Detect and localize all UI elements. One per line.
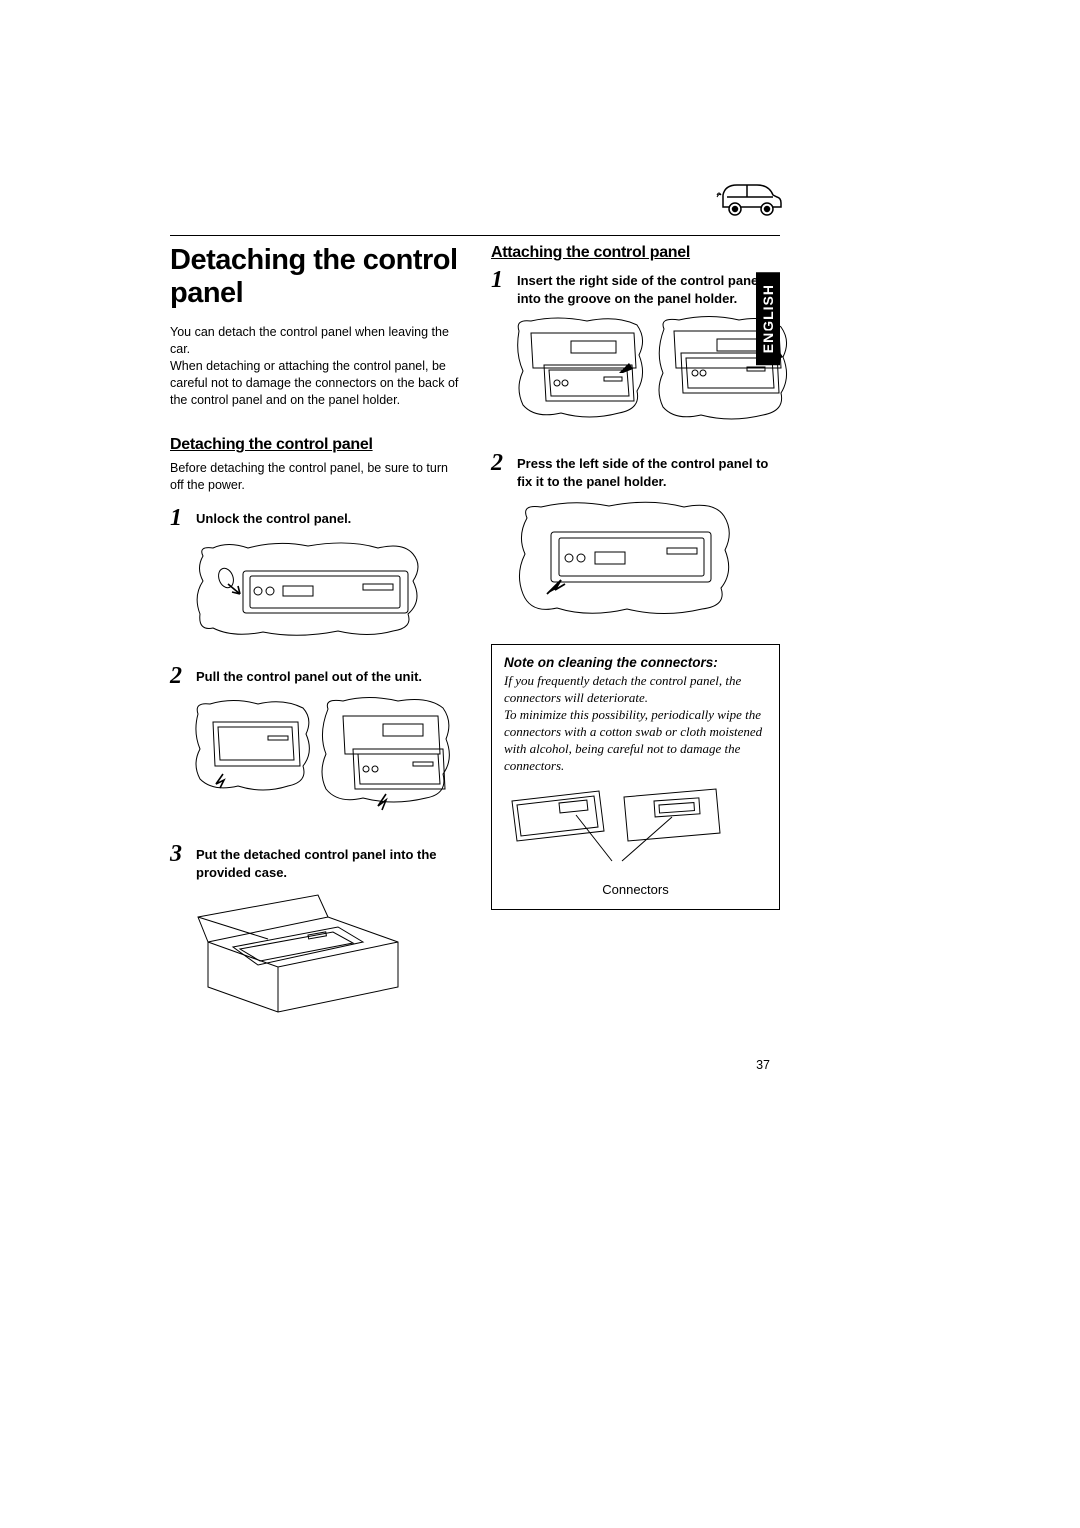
- left-column: Detaching the control panel You can deta…: [170, 244, 459, 1035]
- page-title: Detaching the control panel: [170, 244, 459, 310]
- step-number: 2: [491, 451, 509, 475]
- pull-diagram: [188, 694, 459, 824]
- detach-step-2: 2 Pull the control panel out of the unit…: [170, 664, 459, 688]
- step-number: 3: [170, 842, 188, 866]
- attach-step-2: 2 Press the left side of the control pan…: [491, 451, 780, 490]
- page-number: 37: [756, 1058, 770, 1072]
- attach-section-title: Attaching the control panel: [491, 244, 780, 262]
- step-number: 1: [170, 506, 188, 530]
- connectors-label: Connectors: [504, 882, 767, 897]
- step-text: Insert the right side of the control pan…: [517, 268, 780, 307]
- detach-step-3: 3 Put the detached control panel into th…: [170, 842, 459, 881]
- right-column: Attaching the control panel 1 Insert the…: [491, 244, 780, 1035]
- cleaning-note-box: Note on cleaning the connectors: If you …: [491, 644, 780, 909]
- note-title: Note on cleaning the connectors:: [504, 655, 767, 670]
- car-icon: [715, 175, 785, 220]
- step-text: Put the detached control panel into the …: [196, 842, 459, 881]
- unlock-diagram: [188, 536, 459, 646]
- detach-section-intro: Before detaching the control panel, be s…: [170, 460, 459, 494]
- step-text: Press the left side of the control panel…: [517, 451, 780, 490]
- step-number: 2: [170, 664, 188, 688]
- note-body: If you frequently detach the control pan…: [504, 673, 767, 774]
- insert-diagram: [509, 313, 780, 433]
- detach-section-title: Detaching the control panel: [170, 436, 459, 454]
- horizontal-rule: [170, 235, 780, 236]
- step-text: Unlock the control panel.: [196, 506, 351, 528]
- step-number: 1: [491, 268, 509, 292]
- intro-text: You can detach the control panel when le…: [170, 324, 459, 408]
- press-diagram: [509, 496, 780, 626]
- step-text: Pull the control panel out of the unit.: [196, 664, 422, 686]
- case-diagram: [188, 887, 459, 1017]
- page-content: Detaching the control panel You can deta…: [170, 180, 780, 1035]
- connectors-diagram: Connectors: [504, 783, 767, 897]
- detach-step-1: 1 Unlock the control panel.: [170, 506, 459, 530]
- attach-step-1: 1 Insert the right side of the control p…: [491, 268, 780, 307]
